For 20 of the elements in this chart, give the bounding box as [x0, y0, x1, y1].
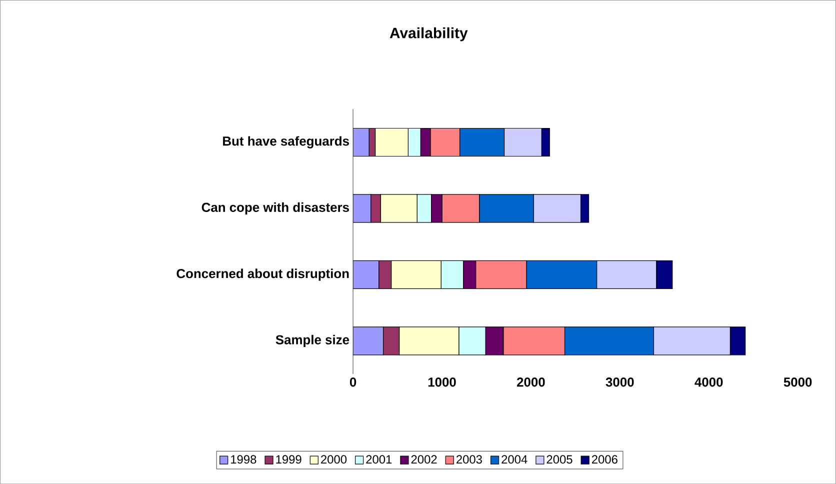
y-tick-label: Can cope with disasters	[202, 202, 349, 214]
y-tick-label: But have safeguards	[223, 136, 349, 148]
legend-label: 2005	[546, 455, 572, 464]
x-tick-label: 2000	[517, 377, 545, 387]
legend-label: 1999	[276, 455, 302, 464]
legend-label: 2006	[592, 455, 618, 464]
y-tick-label: Concerned about disruption	[176, 268, 349, 281]
legend-label: 2003	[456, 455, 482, 464]
x-tick-label: 0	[350, 377, 356, 387]
legend-label: 2004	[502, 455, 528, 464]
legend-label: 2002	[411, 455, 437, 464]
legend-label: 2000	[321, 455, 347, 464]
chart-title: Availability	[390, 27, 468, 42]
legend-label: 1998	[231, 455, 256, 464]
y-tick-label: Sample size	[276, 334, 350, 347]
x-tick-label: 5000	[784, 377, 812, 387]
x-tick-label: 4000	[694, 377, 723, 387]
legend-label: 2001	[366, 455, 392, 464]
x-tick-label: 3000	[606, 377, 634, 387]
x-tick-label: 1000	[428, 377, 456, 387]
